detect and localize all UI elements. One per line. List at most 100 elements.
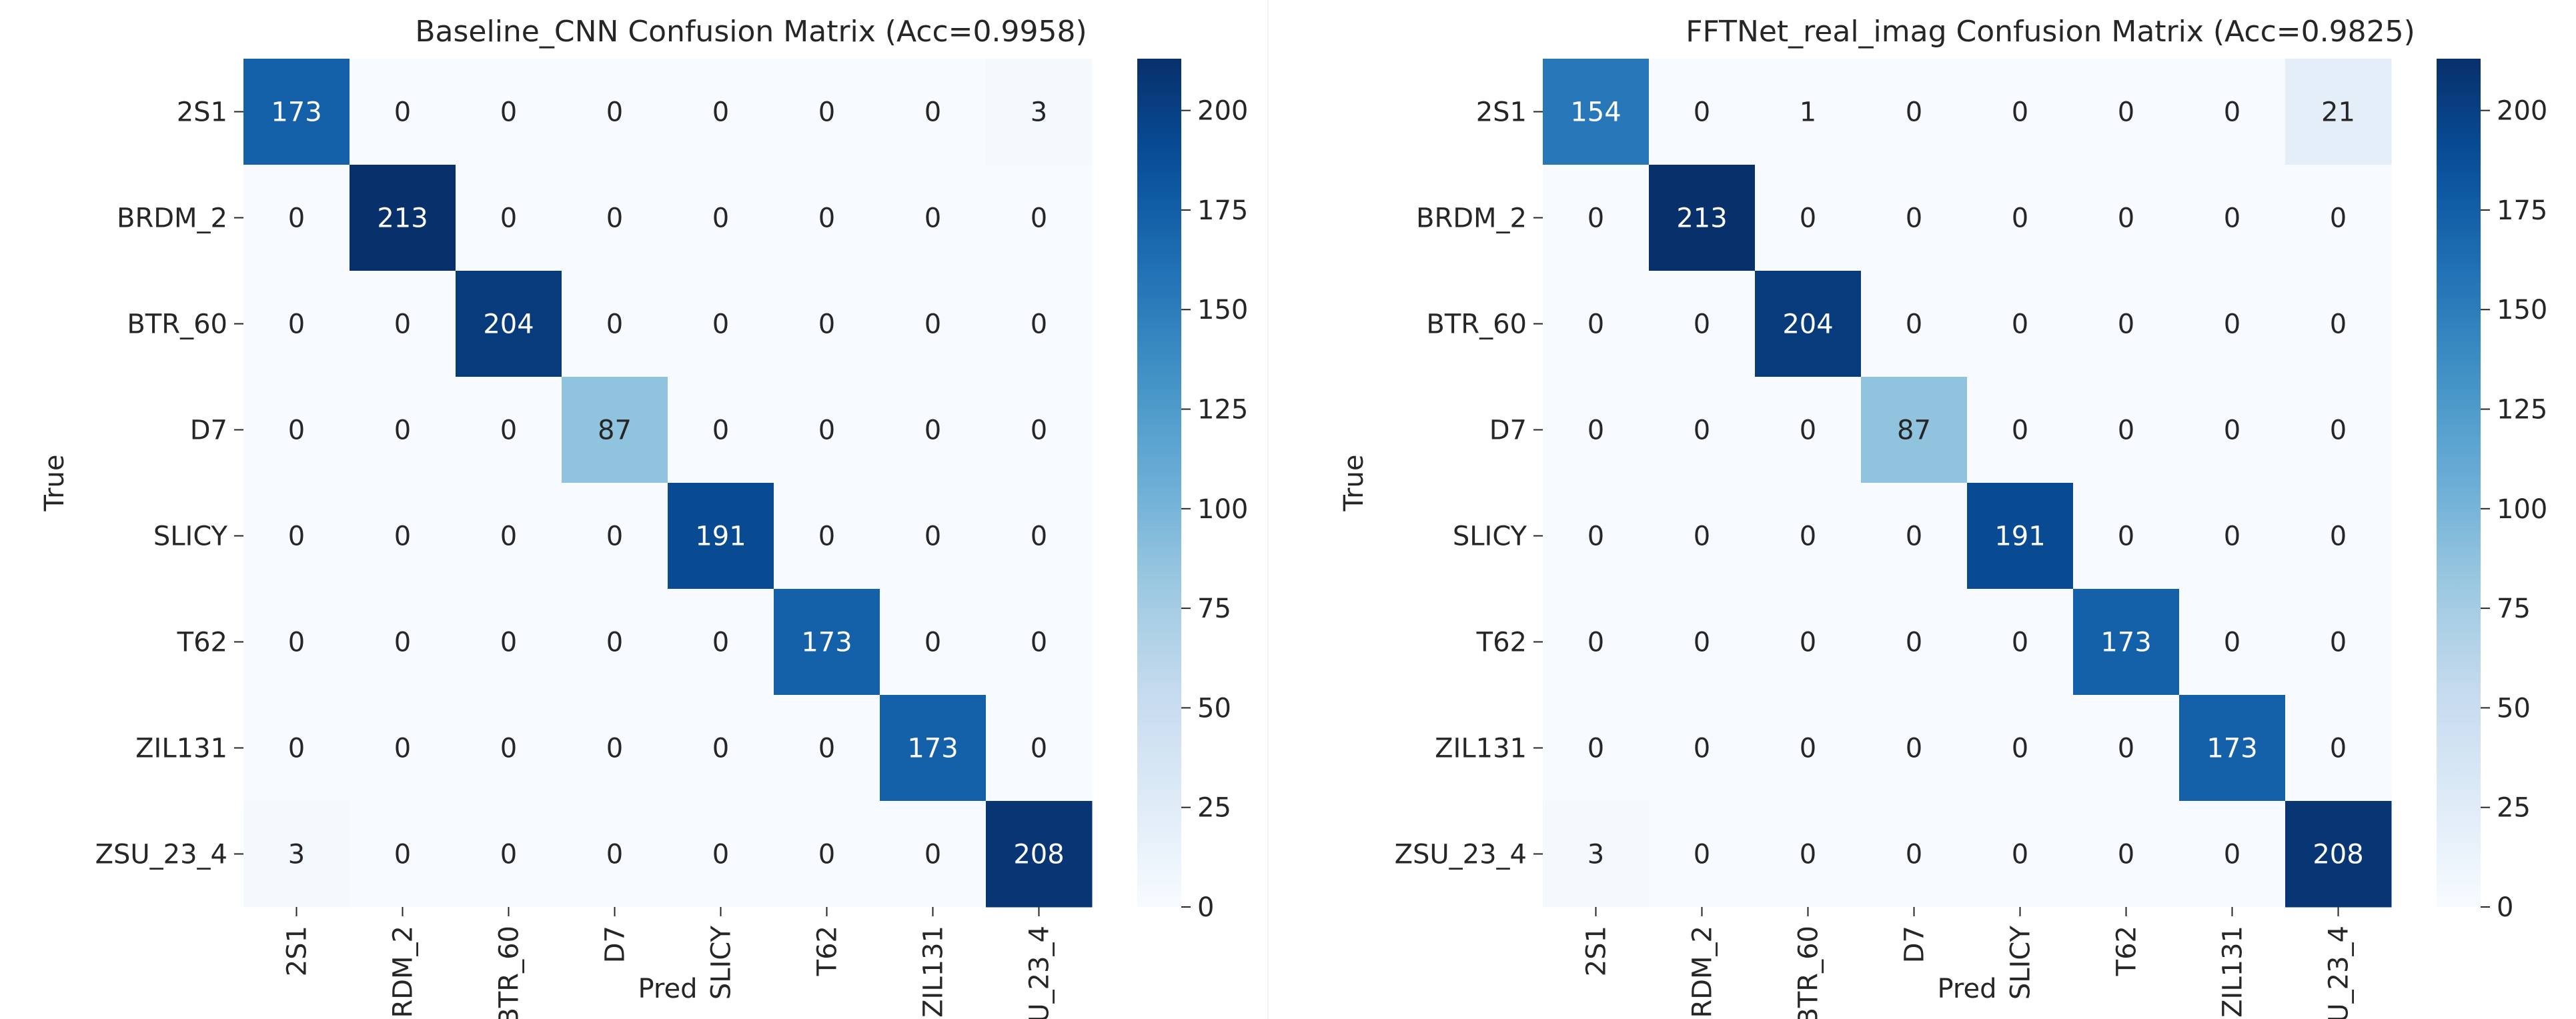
colorbar-tick-label: 25 bbox=[2497, 793, 2531, 824]
heatmap-cell-zil131-t62 bbox=[774, 695, 880, 802]
cell-value-label: 0 bbox=[818, 309, 835, 340]
cell-value-label: 0 bbox=[818, 203, 835, 234]
cell-value-label: 0 bbox=[1800, 628, 1816, 658]
cell-value-label: 0 bbox=[1031, 522, 1047, 552]
cell-value-label: 0 bbox=[1906, 522, 1922, 552]
cell-value-label: 0 bbox=[606, 522, 623, 552]
cell-value-label: 0 bbox=[1031, 203, 1047, 234]
x-tick-label: T62 bbox=[812, 926, 843, 976]
y-tick-label: D7 bbox=[1489, 415, 1527, 446]
heatmap-cell-slicy-zsu-23-4 bbox=[2285, 483, 2392, 590]
cell-value-label: 0 bbox=[712, 309, 729, 340]
heatmap-cell-d7-d7 bbox=[562, 377, 668, 483]
heatmap-cell-btr-60-zil131 bbox=[880, 271, 987, 377]
x-axis-label: Pred bbox=[638, 974, 698, 1004]
cell-value-label: 0 bbox=[1906, 840, 1922, 870]
heatmap-cell-slicy-2s1 bbox=[243, 483, 350, 590]
heatmap-cell-slicy-zil131 bbox=[2179, 483, 2286, 590]
heatmap-cell-brdm-2-btr-60 bbox=[456, 165, 562, 271]
heatmap-cell-2s1-zil131 bbox=[880, 59, 987, 165]
cell-value-label: 0 bbox=[1587, 522, 1604, 552]
heatmap-cell-zsu-23-4-zsu-23-4 bbox=[2285, 801, 2392, 908]
x-tick-label: ZSU_23_4 bbox=[2324, 926, 2355, 1019]
heatmap-cell-t62-zsu-23-4 bbox=[2285, 589, 2392, 696]
heatmap-cell-t62-t62 bbox=[2073, 589, 2180, 696]
cell-value-label: 0 bbox=[2118, 734, 2134, 764]
heatmap-cell-btr-60-zil131 bbox=[2179, 271, 2286, 377]
cell-value-label: 0 bbox=[1800, 840, 1816, 870]
heatmap-cell-slicy-brdm-2 bbox=[350, 483, 456, 590]
heatmap-cell-zsu-23-4-d7 bbox=[1861, 801, 1968, 908]
y-tick-label: SLICY bbox=[1453, 522, 1527, 552]
heatmap-cell-2s1-btr-60 bbox=[456, 59, 562, 165]
heatmap-cell-zsu-23-4-t62 bbox=[774, 801, 880, 908]
heatmap-cell-t62-d7 bbox=[562, 589, 668, 696]
heatmap-cell-btr-60-slicy bbox=[668, 271, 774, 377]
heatmap-cell-2s1-slicy bbox=[1967, 59, 2074, 165]
x-tick-label: ZIL131 bbox=[918, 926, 949, 1018]
heatmap-cell-zil131-zsu-23-4 bbox=[986, 695, 1093, 802]
heatmap-cell-zil131-brdm-2 bbox=[1649, 695, 1756, 802]
cell-value-label: 0 bbox=[1694, 840, 1710, 870]
heatmap-cell-btr-60-d7 bbox=[1861, 271, 1968, 377]
heatmap-cell-btr-60-zsu-23-4 bbox=[2285, 271, 2392, 377]
heatmap-cell-2s1-t62 bbox=[774, 59, 880, 165]
heatmap-cell-zil131-d7 bbox=[1861, 695, 1968, 802]
colorbar-tick-label: 100 bbox=[1197, 494, 1248, 525]
colorbar-tick-label: 175 bbox=[1197, 195, 1248, 226]
heatmap-cell-t62-d7 bbox=[1861, 589, 1968, 696]
heatmap-cell-t62-slicy bbox=[1967, 589, 2074, 696]
cell-value-label: 204 bbox=[483, 309, 534, 340]
cell-value-label: 0 bbox=[1906, 734, 1922, 764]
colorbar-tick-label: 75 bbox=[2497, 594, 2531, 624]
heatmap-cell-slicy-zsu-23-4 bbox=[986, 483, 1093, 590]
cell-value-label: 0 bbox=[1694, 97, 1710, 128]
cell-value-label: 0 bbox=[606, 97, 623, 128]
x-tick-label: ZIL131 bbox=[2218, 926, 2248, 1018]
cell-value-label: 3 bbox=[1587, 840, 1604, 870]
y-axis-label: True bbox=[39, 455, 70, 512]
cell-value-label: 3 bbox=[288, 840, 305, 870]
heatmap-cell-2s1-brdm-2 bbox=[1649, 59, 1756, 165]
heatmap-cell-brdm-2-t62 bbox=[774, 165, 880, 271]
colorbar-tick-label: 50 bbox=[1197, 693, 1231, 724]
y-tick-label: T62 bbox=[1476, 628, 1527, 658]
cell-value-label: 87 bbox=[598, 415, 632, 446]
panel-divider bbox=[1267, 0, 1269, 1019]
cell-value-label: 0 bbox=[1906, 97, 1922, 128]
cell-value-label: 154 bbox=[1570, 97, 1621, 128]
cell-value-label: 0 bbox=[2224, 97, 2240, 128]
heatmap-cell-btr-60-btr-60 bbox=[456, 271, 562, 377]
cell-value-label: 0 bbox=[924, 203, 941, 234]
cell-value-label: 0 bbox=[924, 97, 941, 128]
heatmap-cell-2s1-t62 bbox=[2073, 59, 2180, 165]
y-tick-label: 2S1 bbox=[1476, 97, 1527, 128]
heatmap-cell-2s1-zsu-23-4 bbox=[986, 59, 1093, 165]
y-tick-label: 2S1 bbox=[177, 97, 227, 128]
cell-value-label: 0 bbox=[606, 628, 623, 658]
heatmap-cell-brdm-2-brdm-2 bbox=[1649, 165, 1756, 271]
heatmap-cell-t62-slicy bbox=[668, 589, 774, 696]
cell-value-label: 0 bbox=[1800, 415, 1816, 446]
heatmap-cell-zsu-23-4-zsu-23-4 bbox=[986, 801, 1093, 908]
heatmap-cell-d7-t62 bbox=[774, 377, 880, 483]
cell-value-label: 0 bbox=[500, 734, 517, 764]
heatmap-cell-2s1-zsu-23-4 bbox=[2285, 59, 2392, 165]
heatmap-cell-zil131-t62 bbox=[2073, 695, 2180, 802]
heatmap-cell-btr-60-2s1 bbox=[243, 271, 350, 377]
heatmap-cell-zsu-23-4-slicy bbox=[668, 801, 774, 908]
cell-value-label: 0 bbox=[606, 840, 623, 870]
cell-value-label: 0 bbox=[288, 309, 305, 340]
heatmap-cell-zil131-zil131 bbox=[880, 695, 987, 802]
heatmap-cell-zil131-slicy bbox=[668, 695, 774, 802]
cell-value-label: 0 bbox=[1587, 415, 1604, 446]
cell-value-label: 0 bbox=[1694, 734, 1710, 764]
cell-value-label: 0 bbox=[1906, 203, 1922, 234]
cell-value-label: 0 bbox=[394, 415, 411, 446]
cell-value-label: 0 bbox=[394, 522, 411, 552]
cell-value-label: 0 bbox=[2012, 734, 2028, 764]
cell-value-label: 191 bbox=[1994, 522, 2045, 552]
cell-value-label: 0 bbox=[394, 840, 411, 870]
heatmap-cell-t62-brdm-2 bbox=[350, 589, 456, 696]
cell-value-label: 0 bbox=[606, 203, 623, 234]
